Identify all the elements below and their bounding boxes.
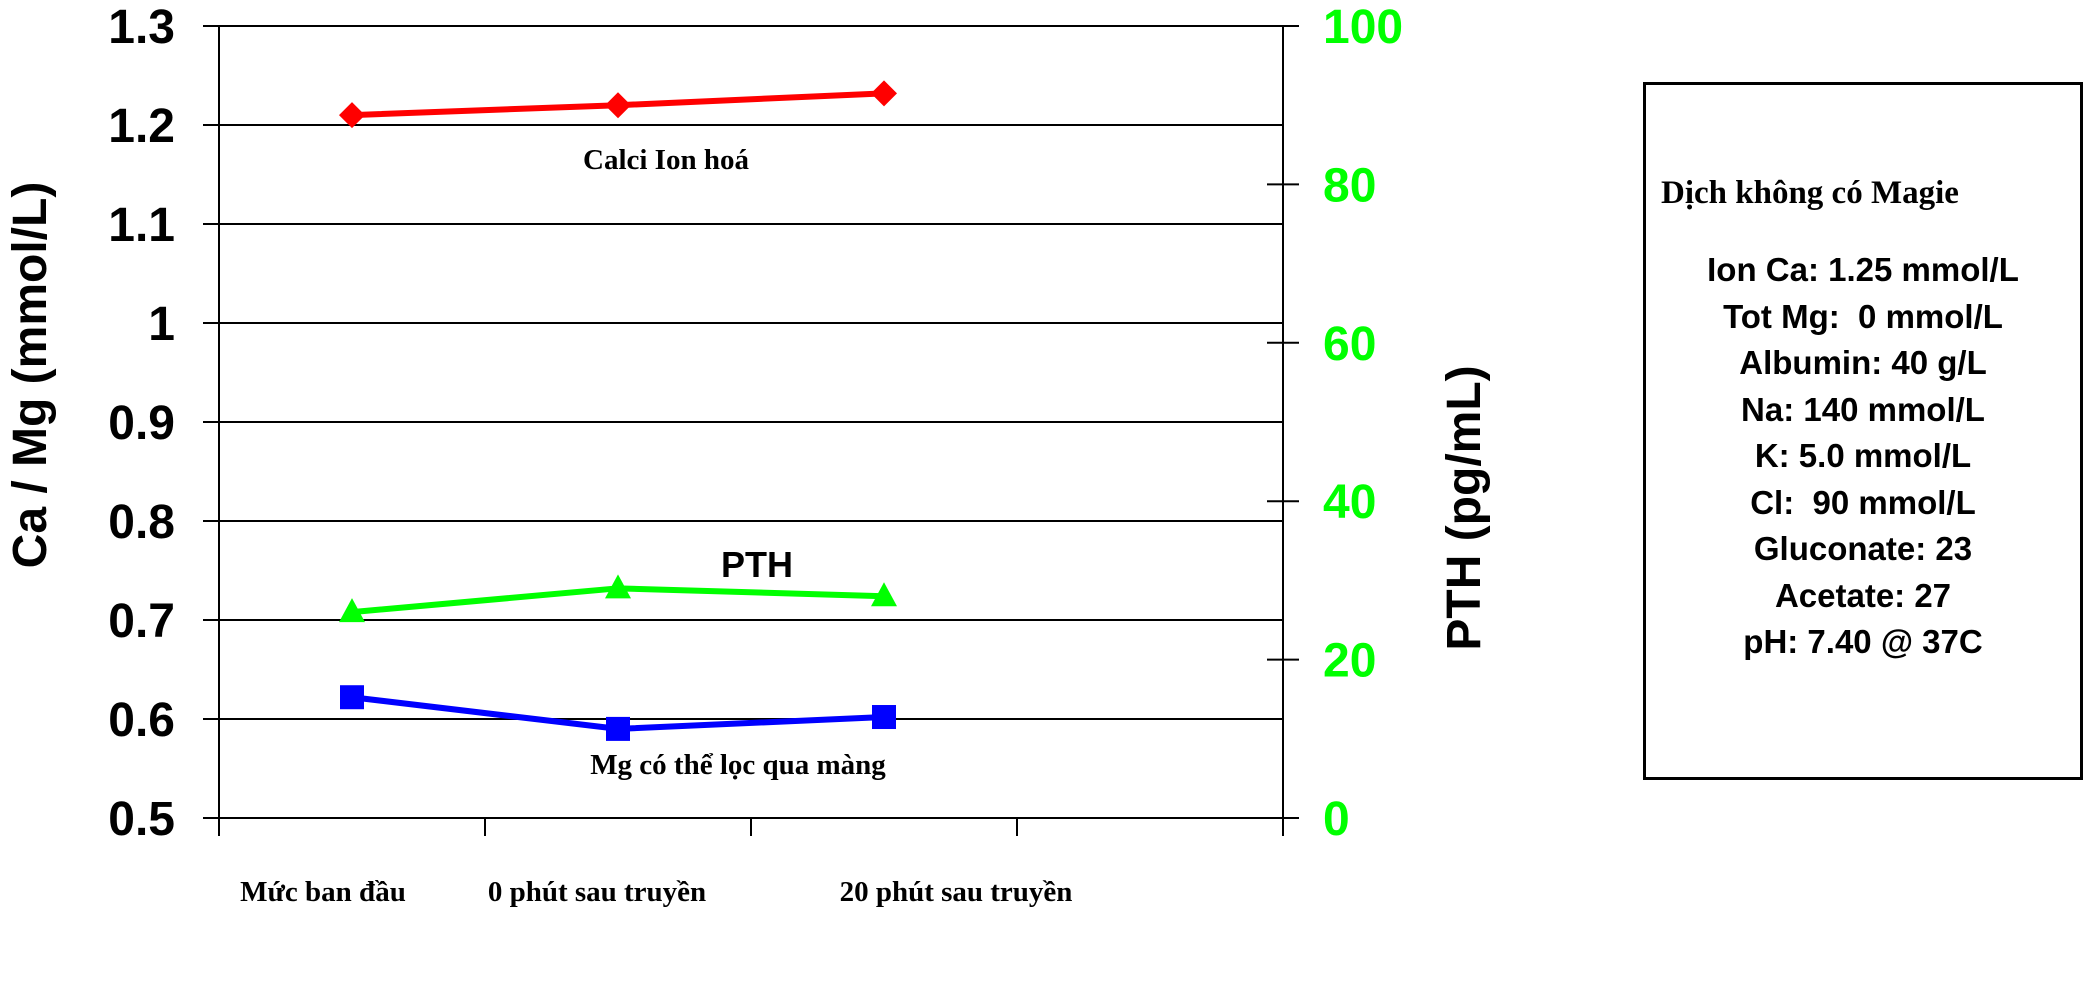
y-tick-label: 0.5: [108, 793, 175, 846]
data-point-diamond: [339, 102, 365, 129]
y-tick-labels: 1.3 1.2 1.1 1 0.9 0.8 0.7 0.6 0.5: [108, 1, 175, 846]
category-label: Mức ban đầu: [240, 876, 406, 908]
category-label: 0 phút sau truyền: [488, 876, 706, 908]
series: [339, 80, 897, 741]
y-tick-label: 0.9: [108, 397, 175, 450]
info-line: Na: 140 mmol/L: [1741, 390, 1985, 428]
info-line: Cl: 90 mmol/L: [1750, 483, 1976, 521]
grid-lines: [203, 25, 1283, 819]
solution-info-box: Dịch không có Magie Ion Ca: 1.25 mmol/L T…: [1643, 82, 2083, 780]
y2-tick-label: 0: [1323, 793, 1350, 846]
info-line: Gluconate: 23: [1753, 530, 1973, 567]
y2-tick-label: 60: [1323, 318, 1376, 371]
y2-tick-label: 80: [1323, 159, 1376, 212]
data-point-square: [340, 685, 364, 710]
category-label: 20 phút sau truyền: [840, 876, 1073, 908]
x-tick-marks: [218, 818, 1284, 836]
info-box-lines: Ion Ca: 1.25 mmol/L Tot Mg: 0 mmol/L Album…: [1646, 247, 2080, 666]
info-line: K: 5.0 mmol/L: [1754, 437, 1972, 474]
info-line: Ion Ca: 1.25 mmol/L: [1707, 251, 2019, 288]
data-point-triangle: [339, 598, 365, 623]
axes: [218, 26, 1284, 818]
y-tick-label: 0.7: [108, 595, 175, 648]
y2-axis-title: PTH (pg/mL): [1438, 365, 1491, 650]
y-tick-label: 1: [148, 298, 175, 351]
info-box-title: Dịch không có Magie: [1661, 175, 1959, 211]
y2-tick-label: 20: [1323, 635, 1376, 688]
info-line: Acetate: 27: [1774, 576, 1952, 614]
y-tick-label: 1.2: [108, 100, 175, 153]
info-line: Tot Mg: 0 mmol/L: [1723, 297, 2003, 335]
series-label-pth: PTH: [721, 544, 793, 585]
y-tick-label: 0.6: [108, 694, 175, 747]
data-point-diamond: [871, 80, 897, 107]
y-axis-title: Ca / Mg (mmol/L): [4, 182, 57, 569]
y2-tick-label: 40: [1323, 476, 1376, 529]
info-line: pH: 7.40 @ 37C: [1743, 623, 1983, 660]
data-point-square: [606, 716, 630, 741]
y-tick-label: 0.8: [108, 496, 175, 549]
y2-tick-label: 100: [1323, 1, 1403, 54]
series-label-magnesium: Mg có thể lọc qua màng: [590, 749, 886, 781]
data-point-diamond: [605, 92, 631, 119]
y2-tick-labels: 100 80 60 40 20 0: [1267, 1, 1403, 846]
series-square: [340, 685, 896, 741]
data-point-triangle: [605, 574, 631, 599]
series-label-calcium: Calci Ion hoá: [583, 144, 749, 176]
data-point-triangle: [871, 582, 897, 607]
series-triangle: [339, 574, 897, 623]
y-tick-label: 1.1: [108, 199, 175, 252]
y-tick-label: 1.3: [108, 1, 175, 54]
info-line: Albumin: 40 g/L: [1739, 344, 1987, 381]
data-point-square: [872, 705, 896, 730]
series-diamond: [339, 80, 897, 129]
category-labels: Mức ban đầu 0 phút sau truyền 20 phút sau …: [240, 876, 1072, 908]
